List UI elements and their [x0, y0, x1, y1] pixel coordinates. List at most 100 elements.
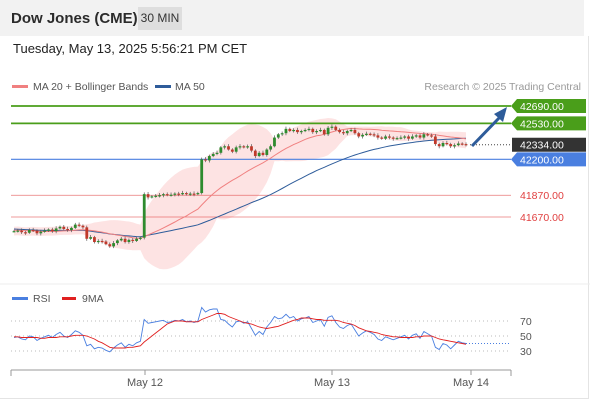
candle-body [215, 152, 219, 154]
candle-body [234, 147, 238, 152]
candle-body [353, 129, 357, 134]
candle-body [238, 146, 242, 148]
candle-body [211, 153, 215, 157]
candle-body [372, 134, 376, 136]
rsi-tick-label: 30 [520, 346, 532, 358]
candle-body [62, 226, 66, 229]
candle-body [453, 145, 456, 147]
candle-body [47, 229, 50, 231]
rsi-ma-legend-label: 9MA [82, 293, 104, 305]
chart-datetime: Tuesday, May 13, 2025 5:56:21 PM CET [13, 41, 248, 56]
candle-body [395, 138, 399, 140]
candle-body [330, 126, 334, 128]
rsi-tick-label: 70 [520, 316, 532, 328]
candle-body [81, 225, 85, 228]
candle-body [108, 244, 112, 247]
bollinger-band-fill [14, 117, 466, 270]
rsi-ma-line [14, 313, 467, 349]
candle-body [93, 237, 96, 243]
candle-body [261, 152, 265, 155]
price-candles [12, 124, 468, 249]
candle-body [230, 149, 234, 152]
candle-body [223, 146, 227, 148]
candle-body [265, 149, 269, 155]
timeframe-button[interactable]: 30 MIN [138, 7, 182, 30]
ma20-legend-swatch [12, 85, 28, 88]
candle-body [430, 135, 433, 137]
candle-body [437, 144, 441, 147]
candle-body [66, 228, 70, 231]
candle-body [269, 146, 273, 150]
candle-body [257, 152, 261, 157]
candle-body [441, 143, 445, 147]
candle-body [288, 128, 292, 132]
candle-body [204, 159, 207, 161]
candle-body [391, 137, 395, 139]
candle-body [303, 129, 307, 132]
candle-body [31, 230, 35, 232]
candle-body [20, 230, 24, 233]
candle-body [368, 133, 372, 135]
candle-body [384, 136, 387, 139]
ma20-legend-label: MA 20 + Bollinger Bands [33, 81, 148, 93]
bollinger-bands-area [14, 117, 466, 270]
x-tick-label: May 13 [314, 377, 350, 389]
candle-body [85, 227, 89, 239]
candle-body [403, 136, 407, 138]
last-price-label: 42334.00 [520, 140, 564, 152]
candle-body [154, 195, 158, 197]
candle-body [73, 224, 77, 228]
candle-body [414, 135, 418, 137]
candle-body [253, 150, 257, 157]
x-tick-label: May 12 [127, 377, 163, 389]
candle-body [161, 194, 165, 196]
candle-body [407, 136, 410, 139]
candle-body [27, 230, 31, 233]
candle-body [146, 194, 150, 198]
candle-body [418, 135, 422, 138]
candle-body [139, 237, 142, 239]
ma50-legend-swatch [155, 85, 171, 88]
support-label: 41670.00 [520, 212, 564, 224]
candle-body [100, 240, 104, 243]
candle-body [326, 127, 330, 135]
candle-body [150, 196, 154, 198]
resistance-label: 42690.00 [520, 101, 564, 113]
forecast-arrow-icon [470, 107, 507, 148]
header-bar: Dow Jones (CME) 30 MIN [0, 0, 584, 36]
candle-body [169, 194, 173, 196]
candle-body [426, 134, 430, 136]
resistance-box [511, 99, 586, 113]
candle-body [196, 193, 200, 195]
pivot-label: 42200.00 [520, 154, 564, 166]
candle-body [89, 237, 93, 239]
candle-body [135, 238, 138, 241]
candle-body [456, 143, 460, 146]
candle-body [296, 129, 299, 133]
candle-body [177, 193, 181, 195]
candle-body [242, 146, 246, 148]
candle-body [345, 131, 349, 134]
rsi-tick-label: 50 [520, 331, 532, 343]
candle-body [200, 159, 204, 194]
candle-body [410, 136, 414, 139]
support-label: 41870.00 [520, 190, 564, 202]
last-price-box [512, 137, 586, 152]
candle-body [54, 228, 58, 232]
candle-body [188, 193, 192, 195]
candle-body [123, 238, 127, 243]
candle-body [365, 133, 368, 135]
candle-body [39, 231, 43, 234]
ma50-line [13, 137, 467, 238]
candle-body [319, 129, 322, 132]
pivot-box [511, 152, 586, 167]
candle-body [104, 241, 108, 245]
x-tick-label: May 14 [453, 377, 489, 389]
candle-body [307, 128, 311, 131]
candle-body [376, 135, 380, 138]
arrow-head [494, 107, 507, 122]
candle-body [70, 227, 73, 231]
candle-body [181, 193, 184, 195]
candle-body [165, 194, 169, 196]
